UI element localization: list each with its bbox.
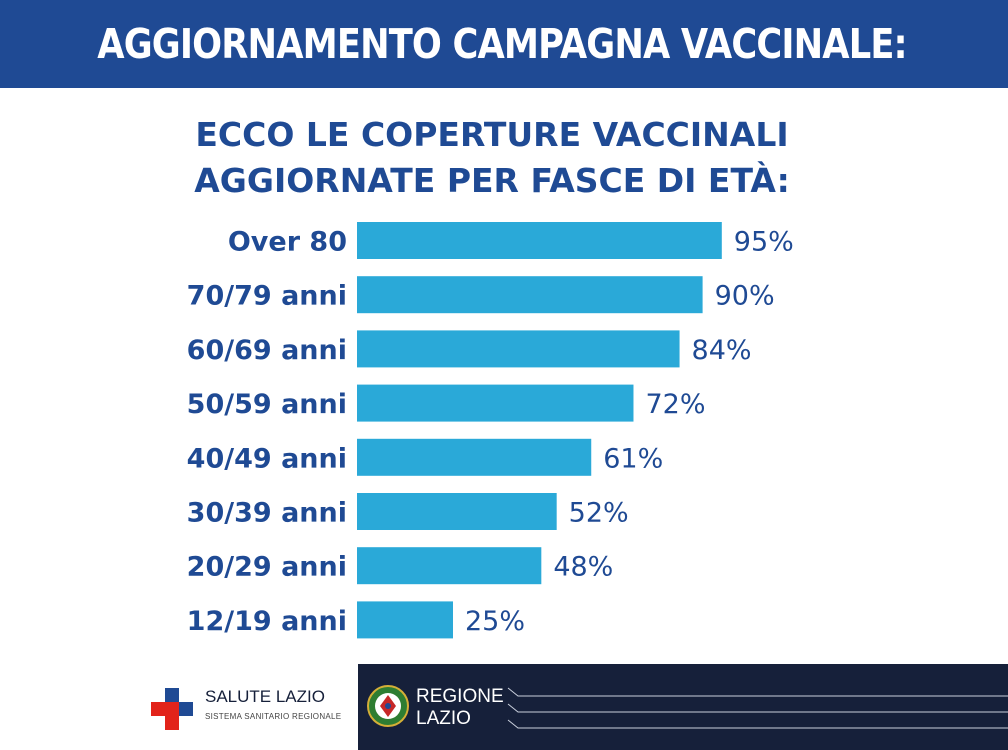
bar-chart: Over 80 95% 70/79 anni 90% 60/69 anni 84% 50/5… [187,222,794,639]
bar [357,438,592,476]
category-label: 60/69 anni [187,335,347,366]
decorative-lines [507,687,1008,729]
chart-title-line-2: AGGIORNATE PER FASCE DI ETÀ: [194,161,790,200]
bar [357,276,703,314]
value-label: 61% [603,443,663,474]
bar [357,493,557,530]
bar [357,601,453,639]
category-label: 40/49 anni [187,443,347,474]
salute-lazio-name: SALUTE LAZIO [205,687,325,706]
value-label: 84% [692,335,752,366]
value-label: 90% [715,281,775,312]
footer-regione-lazio [358,664,1008,750]
category-label: 30/39 anni [187,498,347,529]
bar [357,330,680,368]
value-label: 95% [734,227,794,258]
category-label: 20/29 anni [187,552,347,583]
chart-title: ECCO LE COPERTURE VACCINALI AGGIORNATE P… [0,112,984,204]
value-label: 52% [569,498,629,529]
regione-line-1: REGIONE [416,686,504,707]
salute-lazio-subtitle: SISTEMA SANITARIO REGIONALE [205,712,342,721]
bar [357,222,722,259]
category-label: 70/79 anni [187,281,347,312]
value-label: 48% [553,552,613,583]
header-banner [0,0,1008,88]
category-label: 12/19 anni [187,606,347,637]
category-label: 50/59 anni [187,389,347,420]
value-label: 25% [465,606,525,637]
medical-cross-icon [151,688,193,730]
bar [357,547,542,585]
value-label: 72% [645,389,705,420]
chart-title-line-1: ECCO LE COPERTURE VACCINALI [195,115,789,154]
bar [357,384,634,422]
page-title: AGGIORNAMENTO CAMPAGNA VACCINALE: [97,20,907,68]
category-label: Over 80 [228,227,347,258]
regione-emblem-icon [367,685,409,727]
regione-line-2: LAZIO [416,708,471,729]
